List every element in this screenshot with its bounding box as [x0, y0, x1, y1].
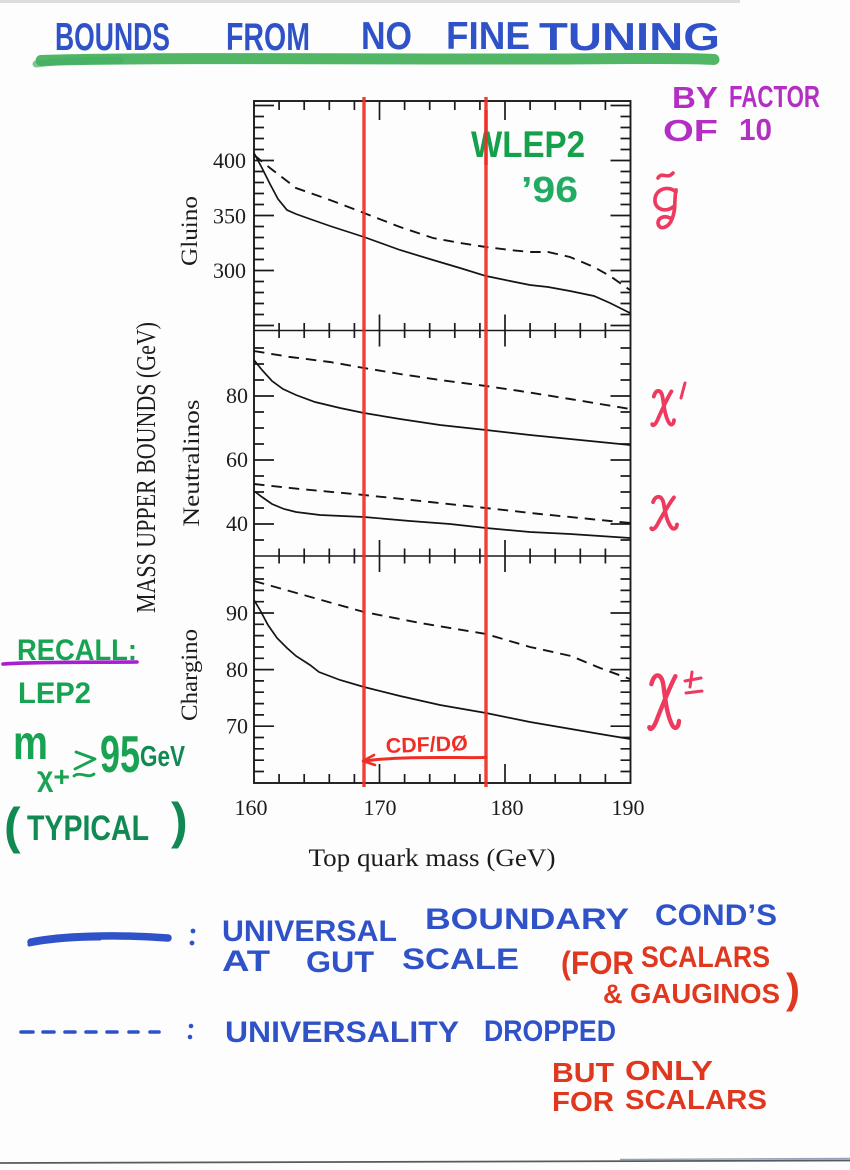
svg-text:10: 10: [739, 112, 772, 147]
svg-text:BOUNDARY: BOUNDARY: [425, 903, 629, 936]
svg-text:90: 90: [226, 601, 248, 626]
svg-text:SCALARS: SCALARS: [641, 941, 770, 974]
svg-text:95: 95: [100, 726, 140, 784]
svg-text:TYPICAL: TYPICAL: [27, 809, 149, 848]
svg-text:300: 300: [213, 258, 246, 283]
svg-text:NO: NO: [361, 15, 412, 58]
svg-text:OF: OF: [663, 113, 718, 148]
svg-text:SCALARS: SCALARS: [625, 1084, 767, 1115]
svg-text:60: 60: [226, 447, 248, 472]
svg-text:FROM: FROM: [226, 16, 310, 59]
svg-text:BY: BY: [672, 80, 718, 115]
svg-text:GeV: GeV: [140, 741, 186, 773]
svg-text:UNIVERSALITY: UNIVERSALITY: [225, 1016, 459, 1049]
svg-text:ONLY: ONLY: [625, 1055, 713, 1086]
svg-text:GUT: GUT: [306, 946, 374, 979]
svg-text:350: 350: [213, 204, 246, 229]
svg-text:400: 400: [213, 148, 246, 173]
svg-text:WLEP2: WLEP2: [471, 124, 585, 165]
svg-text:’96: ’96: [521, 169, 578, 210]
svg-text:BUT: BUT: [552, 1057, 614, 1088]
svg-text:80: 80: [226, 383, 248, 408]
svg-text:χ+: χ+: [37, 761, 70, 792]
svg-text:m: m: [13, 717, 48, 770]
svg-text:Top quark mass (GeV): Top quark mass (GeV): [309, 845, 556, 872]
svg-text:TUNING: TUNING: [539, 16, 720, 59]
svg-text:GAUGINOS: GAUGINOS: [630, 978, 780, 1009]
svg-text:190: 190: [612, 795, 645, 820]
svg-text:FOR: FOR: [552, 1086, 614, 1117]
svg-text:160: 160: [235, 795, 268, 820]
svg-text:CDF/DØ: CDF/DØ: [385, 732, 468, 758]
svg-text:FINE: FINE: [446, 15, 530, 58]
svg-text:): ): [171, 793, 188, 849]
svg-text:Neutralinos: Neutralinos: [179, 399, 204, 526]
svg-text:Gluino: Gluino: [177, 196, 202, 266]
svg-text:UNIVERSAL: UNIVERSAL: [222, 915, 397, 948]
svg-text:70: 70: [226, 714, 248, 739]
svg-text:COND’S: COND’S: [655, 899, 777, 932]
svg-text:&: &: [603, 979, 623, 1009]
svg-text:170: 170: [364, 795, 397, 820]
svg-text:DROPPED: DROPPED: [484, 1015, 616, 1048]
svg-text:40: 40: [226, 511, 248, 536]
svg-text:AT: AT: [222, 945, 270, 978]
svg-text:180: 180: [491, 795, 524, 820]
svg-text:(FOR: (FOR: [561, 945, 634, 981]
svg-text:): ): [786, 965, 800, 1012]
svg-text:SCALE: SCALE: [402, 943, 519, 976]
svg-text:Chargino: Chargino: [177, 629, 202, 721]
svg-text:FACTOR: FACTOR: [729, 79, 820, 114]
svg-text:(: (: [4, 798, 21, 854]
svg-text:BOUNDS: BOUNDS: [55, 16, 170, 59]
svg-text:MASS UPPER BOUNDS (GeV): MASS UPPER BOUNDS (GeV): [131, 322, 161, 613]
svg-text:LEP2: LEP2: [18, 677, 91, 710]
svg-text:80: 80: [226, 657, 248, 682]
